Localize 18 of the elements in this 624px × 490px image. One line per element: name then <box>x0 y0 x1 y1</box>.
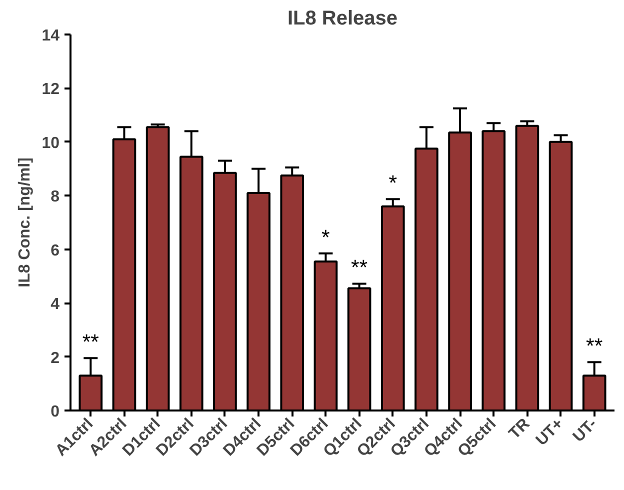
x-tick-label: UT+ <box>533 415 567 450</box>
y-tick-label: 10 <box>42 134 60 152</box>
y-tick-label: 2 <box>50 350 60 367</box>
annotation: * <box>388 171 398 196</box>
y-tick-label: 14 <box>42 28 60 44</box>
y-tick-label: 4 <box>50 296 60 314</box>
x-tick-label: UT- <box>570 415 600 446</box>
y-tick-label: 0 <box>50 404 60 420</box>
y-axis-title: IL8 Conc. [ng/ml] <box>16 158 34 288</box>
annotation: * <box>322 225 330 250</box>
y-tick-label: 12 <box>42 81 60 98</box>
x-tick-label: TR <box>506 415 534 443</box>
y-tick-label: 6 <box>50 242 60 260</box>
y-tick-label: 8 <box>50 188 60 206</box>
annotation: ** <box>350 256 368 280</box>
annotation: ** <box>82 330 99 354</box>
chart-title: IL8 Release <box>287 8 398 30</box>
annotation: ** <box>586 334 603 358</box>
